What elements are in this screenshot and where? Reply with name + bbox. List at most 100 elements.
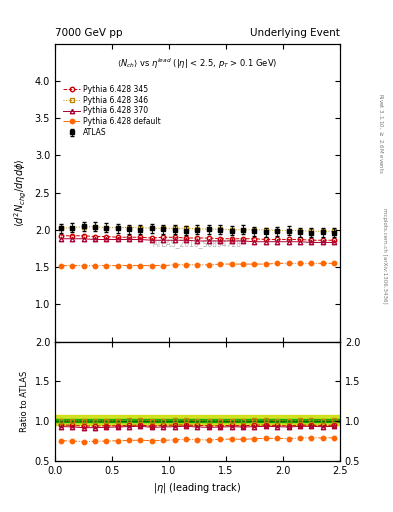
- Pythia 6.428 346: [230, 227, 234, 233]
- Pythia 6.428 370: [218, 238, 223, 244]
- Pythia 6.428 370: [309, 240, 314, 246]
- Pythia 6.428 345: [173, 234, 177, 240]
- Text: $\langle N_{ch}\rangle$ vs $\eta^{lead}$ ($|\eta|$ < 2.5, $p_{T}$ > 0.1 GeV): $\langle N_{ch}\rangle$ vs $\eta^{lead}$…: [117, 57, 278, 71]
- Text: 7000 GeV pp: 7000 GeV pp: [55, 28, 123, 38]
- Pythia 6.428 345: [309, 237, 314, 243]
- Pythia 6.428 345: [230, 236, 234, 242]
- Pythia 6.428 346: [138, 224, 143, 230]
- Pythia 6.428 345: [93, 233, 97, 240]
- Pythia 6.428 370: [138, 237, 143, 243]
- Pythia 6.428 345: [150, 235, 154, 241]
- Pythia 6.428 346: [184, 225, 189, 231]
- Pythia 6.428 370: [93, 237, 97, 243]
- Pythia 6.428 345: [184, 235, 189, 241]
- Legend: Pythia 6.428 345, Pythia 6.428 346, Pythia 6.428 370, Pythia 6.428 default, ATLA: Pythia 6.428 345, Pythia 6.428 346, Pyth…: [62, 83, 162, 139]
- Pythia 6.428 345: [264, 237, 268, 243]
- Pythia 6.428 default: [184, 262, 189, 268]
- Pythia 6.428 370: [332, 240, 337, 246]
- Pythia 6.428 default: [173, 262, 177, 268]
- Pythia 6.428 345: [275, 237, 280, 243]
- Pythia 6.428 default: [252, 261, 257, 267]
- Text: Underlying Event: Underlying Event: [250, 28, 340, 38]
- Pythia 6.428 370: [264, 239, 268, 245]
- Pythia 6.428 370: [252, 239, 257, 245]
- Bar: [55, 419, 340, 422]
- Pythia 6.428 345: [286, 237, 291, 243]
- Pythia 6.428 346: [93, 224, 97, 230]
- Pythia 6.428 default: [93, 263, 97, 269]
- Pythia 6.428 345: [321, 237, 325, 243]
- Pythia 6.428 346: [161, 225, 166, 231]
- Pythia 6.428 345: [298, 237, 303, 243]
- Pythia 6.428 370: [298, 239, 303, 245]
- Text: Rivet 3.1.10, $\geq$ 2.6M events: Rivet 3.1.10, $\geq$ 2.6M events: [376, 93, 384, 174]
- Pythia 6.428 default: [138, 263, 143, 269]
- Pythia 6.428 default: [207, 262, 211, 268]
- Pythia 6.428 346: [59, 225, 63, 231]
- Pythia 6.428 345: [332, 237, 337, 243]
- Pythia 6.428 default: [116, 263, 120, 269]
- Line: Pythia 6.428 370: Pythia 6.428 370: [59, 237, 336, 245]
- Pythia 6.428 default: [286, 260, 291, 266]
- Pythia 6.428 346: [127, 224, 132, 230]
- X-axis label: $|\eta|$ (leading track): $|\eta|$ (leading track): [153, 481, 242, 495]
- Pythia 6.428 370: [230, 238, 234, 244]
- Y-axis label: Ratio to ATLAS: Ratio to ATLAS: [20, 371, 29, 432]
- Pythia 6.428 default: [127, 263, 132, 269]
- Pythia 6.428 346: [207, 226, 211, 232]
- Pythia 6.428 370: [127, 237, 132, 243]
- Pythia 6.428 default: [195, 262, 200, 268]
- Pythia 6.428 370: [241, 238, 245, 244]
- Pythia 6.428 346: [104, 224, 108, 230]
- Text: mcplots.cern.ch [arXiv:1306.3436]: mcplots.cern.ch [arXiv:1306.3436]: [382, 208, 387, 304]
- Pythia 6.428 370: [275, 239, 280, 245]
- Pythia 6.428 346: [264, 227, 268, 233]
- Pythia 6.428 346: [275, 227, 280, 233]
- Bar: [55, 415, 340, 424]
- Pythia 6.428 370: [70, 236, 75, 242]
- Pythia 6.428 345: [218, 236, 223, 242]
- Pythia 6.428 default: [275, 260, 280, 266]
- Pythia 6.428 370: [104, 237, 108, 243]
- Pythia 6.428 370: [116, 237, 120, 243]
- Pythia 6.428 345: [104, 233, 108, 240]
- Pythia 6.428 345: [252, 236, 257, 242]
- Pythia 6.428 346: [218, 226, 223, 232]
- Pythia 6.428 345: [241, 236, 245, 242]
- Line: Pythia 6.428 default: Pythia 6.428 default: [59, 261, 336, 268]
- Pythia 6.428 345: [161, 234, 166, 240]
- Pythia 6.428 370: [173, 237, 177, 243]
- Pythia 6.428 346: [309, 228, 314, 234]
- Pythia 6.428 370: [81, 236, 86, 242]
- Pythia 6.428 345: [127, 234, 132, 240]
- Pythia 6.428 default: [81, 263, 86, 269]
- Pythia 6.428 default: [309, 260, 314, 266]
- Pythia 6.428 default: [264, 261, 268, 267]
- Pythia 6.428 default: [150, 263, 154, 269]
- Pythia 6.428 345: [116, 234, 120, 240]
- Pythia 6.428 default: [230, 261, 234, 267]
- Pythia 6.428 346: [195, 226, 200, 232]
- Pythia 6.428 346: [332, 228, 337, 234]
- Pythia 6.428 370: [286, 239, 291, 245]
- Pythia 6.428 370: [207, 238, 211, 244]
- Pythia 6.428 345: [59, 232, 63, 239]
- Pythia 6.428 345: [195, 235, 200, 241]
- Pythia 6.428 default: [70, 263, 75, 269]
- Pythia 6.428 370: [59, 236, 63, 242]
- Pythia 6.428 370: [195, 238, 200, 244]
- Pythia 6.428 346: [321, 228, 325, 234]
- Pythia 6.428 346: [241, 227, 245, 233]
- Y-axis label: $\langle d^2 N_{chg}/d\eta d\phi \rangle$: $\langle d^2 N_{chg}/d\eta d\phi \rangle…: [13, 158, 29, 227]
- Pythia 6.428 default: [161, 263, 166, 269]
- Pythia 6.428 345: [81, 232, 86, 239]
- Pythia 6.428 345: [207, 235, 211, 241]
- Pythia 6.428 345: [138, 234, 143, 240]
- Line: Pythia 6.428 346: Pythia 6.428 346: [59, 225, 336, 233]
- Pythia 6.428 370: [321, 240, 325, 246]
- Pythia 6.428 370: [184, 237, 189, 243]
- Pythia 6.428 default: [321, 260, 325, 266]
- Pythia 6.428 346: [173, 225, 177, 231]
- Pythia 6.428 default: [298, 260, 303, 266]
- Text: ATLAS_2010_S8894728: ATLAS_2010_S8894728: [153, 239, 242, 248]
